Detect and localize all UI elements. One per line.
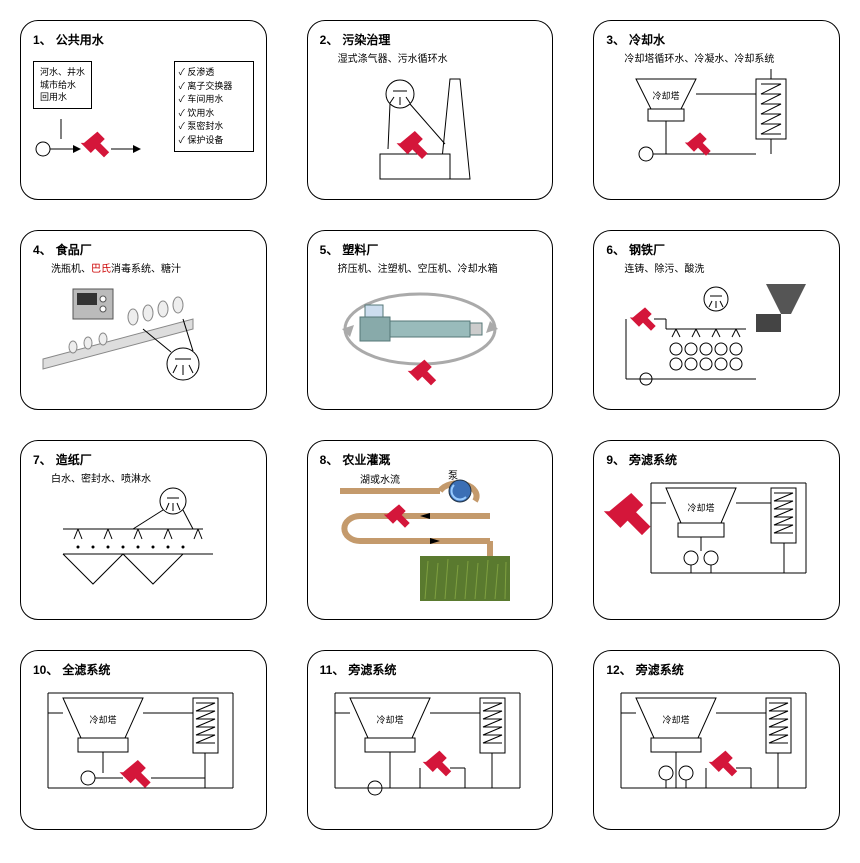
card-num: 5、 <box>320 241 339 258</box>
tower-label: 冷却塔 <box>653 90 680 101</box>
card-num: 9、 <box>606 451 625 468</box>
card-title: 旁滤系统 <box>348 661 396 678</box>
tower-label: 冷却塔 <box>688 502 715 513</box>
sub-part: 消毒系统、糖汁 <box>111 264 181 275</box>
card-num: 7、 <box>33 451 52 468</box>
check-item: 泵密封水 <box>179 120 249 134</box>
source-line: 城市给水 <box>40 79 85 92</box>
card-title: 污染治理 <box>342 31 390 48</box>
card-pollution: 2、 污染治理 湿式涤气器、污水循环水 <box>307 20 554 200</box>
card-title: 农业灌溉 <box>342 451 390 468</box>
check-item: 饮用水 <box>179 107 249 121</box>
public-water-flow <box>33 119 153 199</box>
card-steel: 6、 钢铁厂 连铸、除污、酸洗 <box>593 230 840 410</box>
tower-label: 冷却塔 <box>663 714 690 725</box>
card-num: 6、 <box>606 241 625 258</box>
card-num: 1、 <box>33 31 52 48</box>
card-sidestream-11: 11、 旁滤系统 冷却塔 <box>307 650 554 830</box>
card-title: 冷却水 <box>629 31 665 48</box>
card-paper: 7、 造纸厂 白水、密封水、喷淋水 <box>20 440 267 620</box>
card-num: 4、 <box>33 241 52 258</box>
check-item: 保护设备 <box>179 134 249 148</box>
card-sidestream-12: 12、 旁滤系统 冷却塔 <box>593 650 840 830</box>
card-subtitle: 冷却塔循环水、冷凝水、冷却系统 <box>624 50 827 65</box>
steel-diagram <box>606 279 826 399</box>
card-title: 旁滤系统 <box>636 661 684 678</box>
check-item: 车间用水 <box>179 93 249 107</box>
card-title: 旁滤系统 <box>629 451 677 468</box>
card-cooling-water: 3、 冷却水 冷却塔循环水、冷凝水、冷却系统 冷却塔 <box>593 20 840 200</box>
card-subtitle: 白水、密封水、喷淋水 <box>51 470 254 485</box>
card-subtitle: 洗瓶机、巴氏消毒系统、糖汁 <box>51 260 254 275</box>
card-num: 12、 <box>606 661 631 678</box>
lake-label: 湖或水流 <box>360 473 400 486</box>
sys-diagram-12: 冷却塔 <box>606 683 826 813</box>
card-fullfilter-10: 10、 全滤系统 冷却塔 <box>20 650 267 830</box>
cooling-diagram: 冷却塔 <box>606 69 826 189</box>
tower-label: 冷却塔 <box>89 714 116 725</box>
scrubber-diagram <box>320 69 540 189</box>
card-title: 塑料厂 <box>342 241 378 258</box>
card-title: 公共用水 <box>56 31 104 48</box>
plastic-diagram <box>320 279 540 399</box>
source-line: 河水、井水 <box>40 66 85 79</box>
card-title: 食品厂 <box>56 241 92 258</box>
sys-diagram-10: 冷却塔 <box>33 683 253 813</box>
food-diagram <box>33 279 253 399</box>
card-subtitle: 湿式涤气器、污水循环水 <box>338 50 541 65</box>
irrigation-diagram: 湖或水流 泵 <box>320 471 540 606</box>
check-item: 离子交换器 <box>179 80 249 94</box>
card-food: 4、 食品厂 洗瓶机、巴氏消毒系统、糖汁 <box>20 230 267 410</box>
card-num: 11、 <box>320 661 345 678</box>
checklist: 反渗透 离子交换器 车间用水 饮用水 泵密封水 保护设备 <box>174 61 254 152</box>
card-title: 钢铁厂 <box>629 241 665 258</box>
sys-diagram-11: 冷却塔 <box>320 683 540 813</box>
sub-part-red: 巴氏 <box>91 264 111 275</box>
check-item: 反渗透 <box>179 66 249 80</box>
card-subtitle: 挤压机、注塑机、空压机、冷却水箱 <box>338 260 541 275</box>
card-num: 3、 <box>606 31 625 48</box>
card-public-water: 1、 公共用水 河水、井水 城市给水 回用水 反渗透 离子交换器 车间用水 饮用… <box>20 20 267 200</box>
card-num: 8、 <box>320 451 339 468</box>
paper-diagram <box>33 489 253 609</box>
tower-label: 冷却塔 <box>376 714 403 725</box>
card-sidestream-9: 9、 旁滤系统 冷却塔 <box>593 440 840 620</box>
card-title: 造纸厂 <box>56 451 92 468</box>
card-irrigation: 8、 农业灌溉 湖或水流 泵 <box>307 440 554 620</box>
card-subtitle: 连铸、除污、酸洗 <box>624 260 827 275</box>
card-grid: 1、 公共用水 河水、井水 城市给水 回用水 反渗透 离子交换器 车间用水 饮用… <box>0 0 860 850</box>
card-title: 全滤系统 <box>62 661 110 678</box>
card-num: 2、 <box>320 31 339 48</box>
source-box: 河水、井水 城市给水 回用水 <box>33 61 92 109</box>
sys-diagram-9: 冷却塔 <box>606 473 826 603</box>
card-num: 10、 <box>33 661 58 678</box>
source-line: 回用水 <box>40 91 85 104</box>
sub-part: 洗瓶机、 <box>51 264 91 275</box>
card-plastic: 5、 塑料厂 挤压机、注塑机、空压机、冷却水箱 <box>307 230 554 410</box>
